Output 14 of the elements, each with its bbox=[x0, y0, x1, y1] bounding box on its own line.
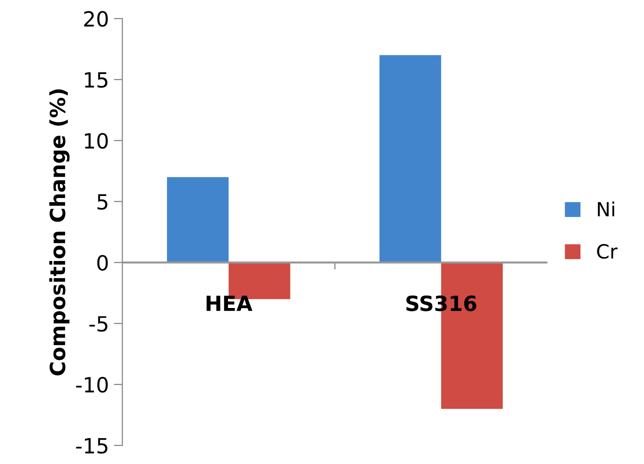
y-tick-label: -5 bbox=[89, 316, 108, 332]
bar bbox=[380, 55, 442, 262]
y-tick-label: 0 bbox=[97, 254, 108, 271]
legend-label: Ni bbox=[598, 202, 614, 216]
y-axis-title: Composition Change (%) bbox=[49, 89, 70, 376]
y-tick-label: 20 bbox=[84, 11, 108, 27]
bar bbox=[166, 177, 229, 262]
y-tick-label: -15 bbox=[76, 438, 108, 454]
x-tick-label: HEA bbox=[206, 296, 252, 311]
legend-label: Cr bbox=[597, 244, 618, 259]
y-tick-label: -10 bbox=[76, 376, 108, 393]
y-tick-label: 15 bbox=[84, 72, 108, 88]
y-tick-label: 10 bbox=[84, 132, 108, 149]
y-tick-label: 5 bbox=[98, 194, 108, 210]
